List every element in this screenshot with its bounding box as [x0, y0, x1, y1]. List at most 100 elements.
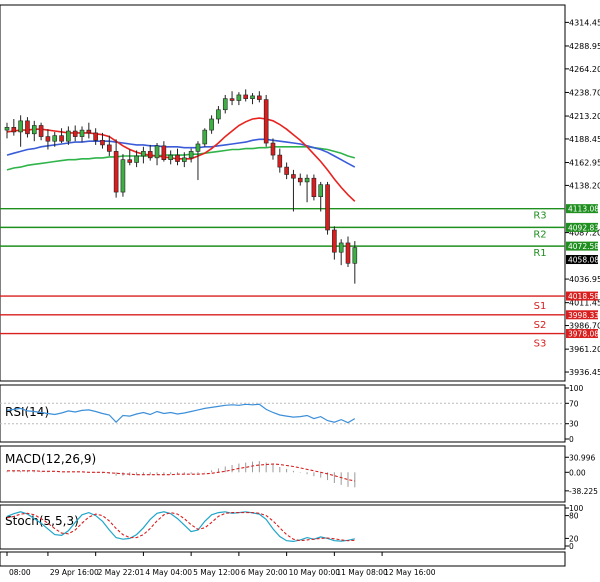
candle [175, 148, 180, 166]
ma-slow-line [6, 146, 356, 171]
level-name-s3: S3 [534, 339, 547, 350]
candle-body [182, 157, 187, 162]
candle-body [311, 177, 317, 197]
candle [277, 148, 283, 173]
current-price-tag [566, 255, 598, 265]
stoch-y-tick-label: 20 [569, 534, 579, 543]
time-axis-frame [0, 551, 566, 567]
candle-body [59, 135, 64, 142]
candle-body [188, 151, 194, 159]
candle-body [318, 184, 324, 198]
candle [243, 89, 248, 102]
candle-body [31, 125, 37, 135]
candle-body [161, 145, 167, 160]
candle-body [127, 159, 133, 163]
candle-body [284, 166, 289, 175]
level-price-tag [566, 329, 598, 339]
x-tick-label: 4 May 04:00 [145, 568, 192, 577]
candle [222, 94, 228, 114]
candle [182, 152, 187, 168]
candle-body [195, 143, 201, 152]
candle-body [45, 136, 51, 142]
rsi-panel-frame [0, 384, 566, 443]
candle-body [216, 109, 221, 120]
candle [311, 174, 317, 201]
macd-panel: MACD(12,26,9) 30.996 0.00 -38.225 [0, 445, 598, 503]
candle [52, 131, 58, 147]
level-price-label: 4092.83 [568, 223, 599, 232]
macd-y-tick-label: -38.225 [569, 487, 598, 496]
rsi-title: RSI(14) [5, 405, 49, 419]
candle [127, 149, 133, 166]
candle-body [345, 242, 351, 264]
ma-fast-line [6, 117, 356, 202]
time-axis: 08:00 29 Apr 16:002 May 22:01 4 May 04:00 5… [0, 551, 566, 577]
level-price-tag [566, 222, 598, 232]
candle [345, 236, 351, 267]
candle-body [332, 229, 337, 253]
price-y-tick-label: 4213.20 [569, 112, 600, 121]
candle-body [229, 98, 235, 101]
level-name-r3: R3 [533, 211, 546, 222]
candle-body [277, 154, 283, 168]
price-y-tick-label: 3961.20 [569, 345, 600, 354]
price-y-tick-label: 3986.70 [569, 322, 600, 331]
candle [154, 143, 160, 166]
candle-body [38, 125, 44, 137]
candle [338, 239, 344, 266]
candle [161, 141, 167, 162]
rsi-y-tick-label: 0 [569, 435, 574, 444]
stoch-title: Stoch(5,5,3) [5, 514, 79, 528]
x-tick-label: 11 May 08:00 [336, 568, 388, 577]
level-price-label: 3998.33 [568, 311, 599, 320]
candle [66, 126, 71, 145]
macd-signal-line [7, 463, 355, 482]
stoch-panel-frame [0, 504, 566, 550]
candle [4, 122, 10, 139]
rsi-y-tick-label: 70 [569, 399, 579, 408]
candle [100, 132, 105, 149]
candle-body [25, 120, 30, 135]
candle [304, 174, 310, 203]
level-price-label: 4072.58 [568, 242, 599, 251]
candle [216, 106, 221, 124]
x-tick-label: 2 May 22:01 [98, 568, 145, 577]
level-price-label: 4018.58 [568, 292, 599, 301]
level-price-tag [566, 291, 598, 301]
candle-body [52, 135, 58, 142]
rsi-y-tick-label: 100 [569, 384, 584, 393]
candle [72, 125, 78, 142]
price-panel-frame [0, 4, 566, 382]
candle [59, 128, 64, 144]
level-price-label: 3978.08 [568, 330, 599, 339]
candle-body [291, 174, 296, 179]
candle-body [222, 98, 228, 111]
macd-signal-series [7, 463, 355, 482]
candle-body [18, 120, 23, 133]
candle-body [107, 144, 112, 152]
price-y-tick-label: 4264.20 [569, 65, 600, 74]
candle [325, 181, 330, 235]
candle [352, 241, 358, 284]
candle [141, 146, 146, 164]
moving-averages [6, 117, 356, 202]
price-y-tick-label: 4314.45 [569, 18, 600, 27]
candle [113, 139, 119, 198]
candle-body [325, 184, 330, 231]
candle-body [93, 132, 98, 141]
candle-body [79, 129, 85, 137]
candle-body [147, 151, 153, 159]
level-name-s2: S2 [534, 320, 547, 331]
candle [45, 129, 51, 150]
level-price-tag [566, 204, 598, 214]
candle [31, 120, 37, 142]
rsi-panel: RSI(14) 100 70 30 0 [0, 384, 584, 444]
candle [257, 91, 262, 103]
candle-body [297, 177, 303, 183]
candle [195, 141, 201, 181]
price-y-tick-label: 3936.45 [569, 368, 600, 377]
candle-body [141, 151, 146, 157]
